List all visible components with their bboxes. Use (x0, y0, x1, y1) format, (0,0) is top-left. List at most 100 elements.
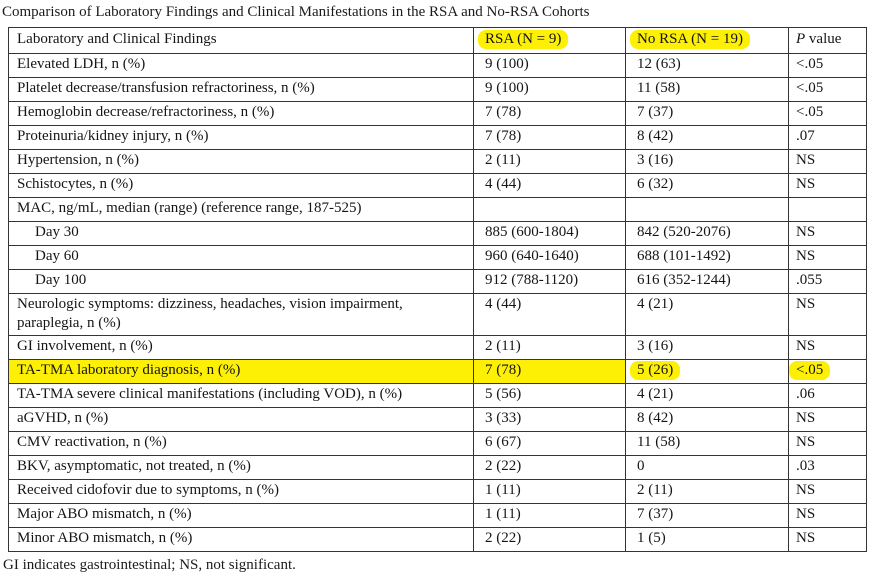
cell-p: <.05 (788, 359, 867, 384)
cell-label: Proteinuria/kidney injury, n (%) (8, 125, 474, 150)
column-header-no-rsa: No RSA (N = 19) (625, 27, 789, 54)
table-row: Schistocytes, n (%) 4 (44) 6 (32) NS (8, 173, 867, 198)
table-row: Day 100 912 (788-1120) 616 (352-1244) .055 (8, 269, 867, 294)
cell-rsa: 2 (11) (473, 335, 626, 360)
table-row: TA-TMA laboratory diagnosis, n (%) 7 (78)… (8, 359, 867, 384)
cell-no-rsa: 8 (42) (625, 407, 789, 432)
cell-label: MAC, ng/mL, median (range) (reference ra… (8, 197, 474, 222)
cell-p: NS (788, 527, 867, 552)
table-row: Day 60 960 (640-1640) 688 (101-1492) NS (8, 245, 867, 270)
cell-no-rsa: 12 (63) (625, 53, 789, 78)
cell-label: Day 30 (8, 221, 474, 246)
cell-label: Major ABO mismatch, n (%) (8, 503, 474, 528)
cell-label: TA-TMA severe clinical manifestations (i… (8, 383, 474, 408)
cell-no-rsa: 3 (16) (625, 149, 789, 174)
cell-p: NS (788, 479, 867, 504)
cell-rsa: 885 (600-1804) (473, 221, 626, 246)
cell-rsa: 5 (56) (473, 383, 626, 408)
table-row: Platelet decrease/transfusion refractori… (8, 77, 867, 102)
cell-p: .055 (788, 269, 867, 294)
column-header-p-italic: P (796, 31, 806, 47)
cell-p: NS (788, 149, 867, 174)
cell-p: NS (788, 221, 867, 246)
cell-no-rsa: 11 (58) (625, 431, 789, 456)
cell-no-rsa: 0 (625, 455, 789, 480)
cell-p: NS (788, 335, 867, 360)
cell-rsa: 1 (11) (473, 479, 626, 504)
cell-no-rsa: 4 (21) (625, 293, 789, 336)
cell-label: Day 100 (8, 269, 474, 294)
table-row: Major ABO mismatch, n (%) 1 (11) 7 (37) NS (8, 503, 867, 528)
table-row: Hemoglobin decrease/refractoriness, n (%… (8, 101, 867, 126)
cell-label: Schistocytes, n (%) (8, 173, 474, 198)
cell-rsa: 7 (78) (473, 359, 626, 384)
table-row: Elevated LDH, n (%) 9 (100) 12 (63) <.05 (8, 53, 867, 78)
cell-p: NS (788, 431, 867, 456)
table-row: Minor ABO mismatch, n (%) 2 (22) 1 (5) NS (8, 527, 867, 552)
cell-rsa: 2 (22) (473, 455, 626, 480)
cell-p: .03 (788, 455, 867, 480)
cell-p: NS (788, 503, 867, 528)
column-header-p-value: P value (788, 27, 867, 54)
cell-rsa: 9 (100) (473, 53, 626, 78)
cell-p: .06 (788, 383, 867, 408)
table-body: Elevated LDH, n (%) 9 (100) 12 (63) <.05 Pla… (8, 53, 867, 552)
cell-rsa: 912 (788-1120) (473, 269, 626, 294)
table-row: Proteinuria/kidney injury, n (%) 7 (78) 8 … (8, 125, 867, 150)
cell-p (788, 197, 867, 222)
cell-label: Hypertension, n (%) (8, 149, 474, 174)
cell-rsa: 4 (44) (473, 293, 626, 336)
cell-no-rsa: 842 (520-2076) (625, 221, 789, 246)
cell-no-rsa: 5 (26) (625, 359, 789, 384)
cell-label: Neurologic symptoms: dizziness, headache… (8, 293, 474, 336)
table-row: CMV reactivation, n (%) 6 (67) 11 (58) NS (8, 431, 867, 456)
table-row: GI involvement, n (%) 2 (11) 3 (16) NS (8, 335, 867, 360)
table-row: TA-TMA severe clinical manifestations (i… (8, 383, 867, 408)
highlighted-value: 5 (26) (630, 361, 681, 380)
cell-p: NS (788, 407, 867, 432)
cell-no-rsa: 7 (37) (625, 101, 789, 126)
cell-rsa: 1 (11) (473, 503, 626, 528)
cell-label: Hemoglobin decrease/refractoriness, n (%… (8, 101, 474, 126)
cell-label: GI involvement, n (%) (8, 335, 474, 360)
cell-rsa: 960 (640-1640) (473, 245, 626, 270)
cell-p: NS (788, 173, 867, 198)
table-row: BKV, asymptomatic, not treated, n (%) 2 (… (8, 455, 867, 480)
cell-no-rsa: 1 (5) (625, 527, 789, 552)
cell-no-rsa: 3 (16) (625, 335, 789, 360)
cell-rsa: 2 (22) (473, 527, 626, 552)
cell-p: <.05 (788, 77, 867, 102)
cell-label: aGVHD, n (%) (8, 407, 474, 432)
cell-label: Received cidofovir due to symptoms, n (%… (8, 479, 474, 504)
cell-p: <.05 (788, 53, 867, 78)
cell-p: .07 (788, 125, 867, 150)
column-header-rsa: RSA (N = 9) (473, 27, 626, 54)
cell-label: Day 60 (8, 245, 474, 270)
cell-p: NS (788, 245, 867, 270)
table-row: Day 30 885 (600-1804) 842 (520-2076) NS (8, 221, 867, 246)
table-row: Hypertension, n (%) 2 (11) 3 (16) NS (8, 149, 867, 174)
cell-p: <.05 (788, 101, 867, 126)
footnote: GI indicates gastrointestinal; NS, not s… (3, 557, 296, 573)
cell-rsa: 7 (78) (473, 125, 626, 150)
cell-no-rsa: 6 (32) (625, 173, 789, 198)
cell-no-rsa (625, 197, 789, 222)
cell-no-rsa: 4 (21) (625, 383, 789, 408)
table-row: Received cidofovir due to symptoms, n (%… (8, 479, 867, 504)
cell-rsa: 2 (11) (473, 149, 626, 174)
column-header-p-rest: value (805, 31, 842, 47)
cell-no-rsa: 2 (11) (625, 479, 789, 504)
cell-no-rsa: 616 (352-1244) (625, 269, 789, 294)
column-header-rsa-label: RSA (N = 9) (478, 30, 569, 49)
cell-no-rsa: 688 (101-1492) (625, 245, 789, 270)
cell-rsa: 9 (100) (473, 77, 626, 102)
cell-label: Minor ABO mismatch, n (%) (8, 527, 474, 552)
cell-no-rsa: 11 (58) (625, 77, 789, 102)
table-row: Neurologic symptoms: dizziness, headache… (8, 293, 867, 336)
column-header-findings-label: Laboratory and Clinical Findings (17, 31, 217, 47)
cell-no-rsa: 8 (42) (625, 125, 789, 150)
cell-label: TA-TMA laboratory diagnosis, n (%) (8, 359, 474, 384)
cell-label: CMV reactivation, n (%) (8, 431, 474, 456)
table-row: aGVHD, n (%) 3 (33) 8 (42) NS (8, 407, 867, 432)
